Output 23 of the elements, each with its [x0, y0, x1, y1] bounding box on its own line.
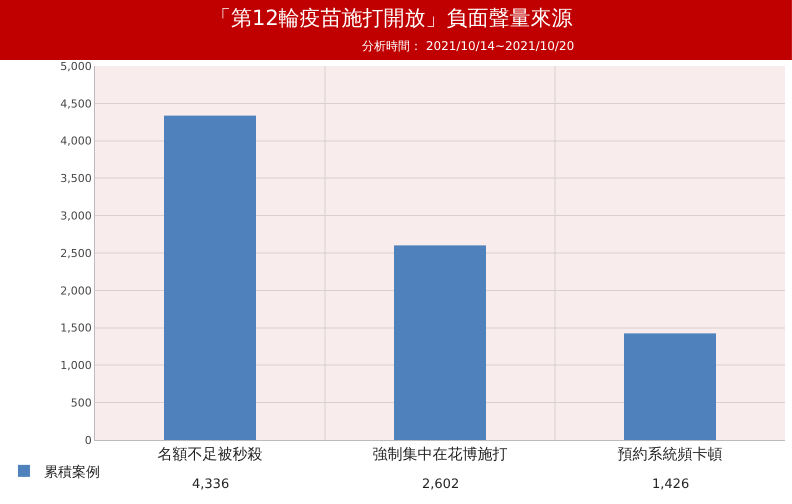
chart-subtitle: 分析時間： 2021/10/14~2021/10/20 — [362, 39, 574, 53]
bar — [164, 116, 256, 440]
data-label: 4,336 — [192, 477, 230, 492]
y-tick-label: 4,500 — [60, 97, 92, 110]
bar — [624, 333, 716, 440]
y-tick-label: 4,000 — [60, 134, 92, 148]
y-tick-label: 2,500 — [60, 246, 92, 260]
y-tick-label: 500 — [70, 396, 92, 410]
y-tick-label: 0 — [84, 434, 92, 447]
data-label: 2,602 — [422, 477, 460, 492]
y-tick-label: 3,000 — [60, 209, 92, 222]
y-tick-label: 1,000 — [60, 359, 92, 372]
x-tick-label: 預約系統頻卡頓 — [618, 445, 722, 463]
y-tick-label: 2,000 — [60, 284, 92, 298]
y-tick-label: 1,500 — [60, 322, 92, 335]
legend-label: 累積案例 — [44, 463, 100, 480]
chart-title: 「第12輪疫苗施打開放」負面聲量來源 — [210, 6, 573, 30]
y-tick-label: 3,500 — [60, 172, 92, 186]
y-tick-label: 5,000 — [60, 60, 92, 73]
data-label: 1,426 — [652, 477, 690, 492]
x-tick-label: 名額不足被秒殺 — [158, 445, 262, 463]
x-tick-label: 強制集中在花博施打 — [372, 445, 508, 463]
bar — [394, 245, 486, 440]
